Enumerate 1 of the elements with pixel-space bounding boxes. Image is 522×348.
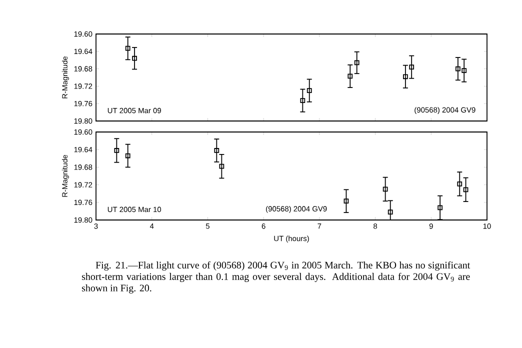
text: Fig. 21.—Flat light curve of (90568) 2004 GV$_{9}$ in 2005 March. The KBO has no significant short-term variations larger than 0.1 mag over several days. Additional data for 2004 GV$_{9}$ are shown in Fig. 20. bbox=[82, 261, 470, 294]
